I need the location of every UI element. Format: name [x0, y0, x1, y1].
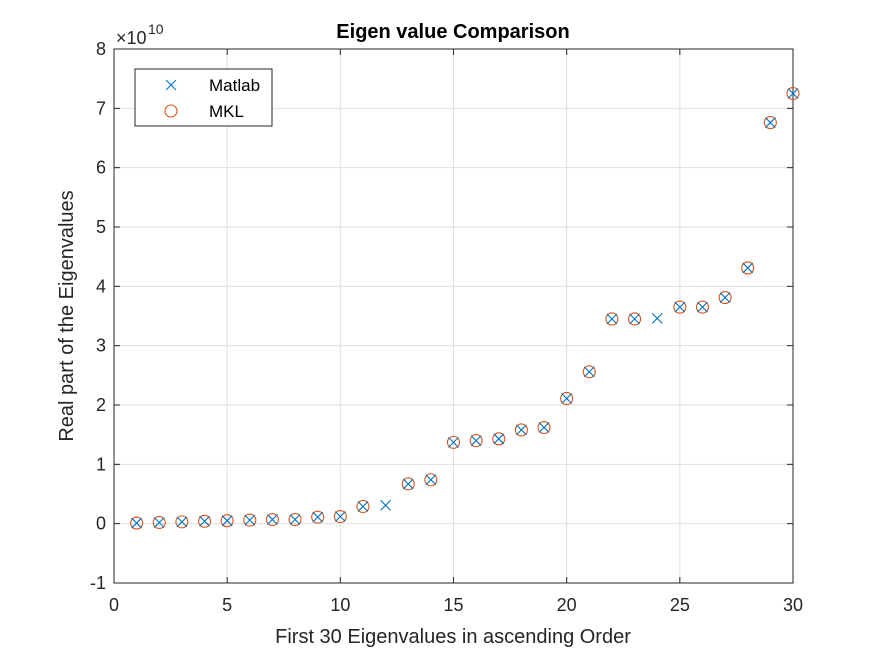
matlab-point — [493, 433, 505, 445]
matlab-point — [221, 515, 233, 527]
y-tick-label: 6 — [96, 158, 106, 178]
x-axis-label: First 30 Eigenvalues in ascending Order — [275, 626, 631, 648]
mkl-point — [763, 116, 777, 130]
y-exponent-base: ×10 — [116, 28, 147, 48]
mkl-point — [424, 473, 438, 487]
matlab-point — [516, 424, 527, 436]
matlab-point — [380, 499, 391, 511]
mkl-point — [492, 432, 506, 446]
legend-marker-mkl — [164, 104, 178, 118]
y-tick-label: -1 — [90, 573, 106, 593]
y-tick-label: 4 — [96, 276, 106, 296]
x-tick-label: 30 — [783, 595, 803, 615]
mkl-point — [311, 510, 325, 524]
mkl-point — [537, 420, 551, 435]
matlab-point — [651, 312, 663, 324]
matlab-point — [199, 515, 210, 527]
matlab-point — [425, 474, 437, 486]
matlab-point — [470, 435, 482, 446]
y-tick-label: 8 — [96, 39, 106, 59]
mkl-point — [673, 300, 687, 314]
matlab-point — [357, 501, 369, 512]
y-tick-label: 7 — [96, 98, 106, 118]
matlab-point — [787, 88, 799, 99]
y-tick-label: 3 — [96, 336, 106, 356]
mkl-point — [401, 477, 415, 491]
mkl-point — [333, 509, 347, 524]
x-tick-label: 25 — [670, 595, 690, 615]
matlab-point — [402, 478, 414, 490]
legend-box — [134, 68, 273, 127]
legend-label-matlab: Matlab — [209, 76, 260, 95]
mkl-point — [197, 514, 212, 528]
matlab-point — [176, 516, 188, 528]
legend-markers — [164, 79, 178, 118]
x-tick-label: 0 — [109, 595, 119, 615]
mkl-point — [265, 512, 279, 527]
matlab-point — [561, 393, 573, 404]
matlab-point — [312, 511, 324, 523]
mkl-point — [628, 312, 642, 326]
x-tick-label: 10 — [330, 595, 350, 615]
matlab-point — [448, 436, 459, 448]
x-tick-label: 5 — [222, 595, 232, 615]
mkl-point — [356, 499, 370, 514]
mkl-point — [446, 435, 461, 449]
mkl-point — [605, 312, 619, 326]
chart-title: Eigen value Comparison — [336, 21, 569, 43]
x-tick-label: 15 — [443, 595, 463, 615]
mkl-point — [786, 86, 800, 101]
mkl-point — [582, 365, 596, 379]
mkl-point — [220, 514, 234, 528]
mkl-point — [175, 515, 189, 529]
mkl-point — [152, 515, 166, 530]
x-tick-label: 20 — [557, 595, 577, 615]
mkl-point — [469, 434, 483, 448]
matlab-point — [697, 301, 708, 313]
mkl-point — [288, 512, 302, 527]
matlab-point — [131, 517, 143, 529]
matlab-point — [334, 511, 346, 522]
matlab-point — [606, 313, 618, 325]
matlab-point — [674, 301, 686, 313]
matlab-point — [267, 514, 278, 525]
y-exponent-power: 10 — [148, 21, 164, 37]
mkl-point — [741, 261, 755, 275]
y-tick-label: 0 — [96, 514, 106, 534]
data-markers — [130, 86, 800, 530]
mkl-point — [718, 291, 732, 305]
mkl-point — [695, 300, 710, 314]
matlab-point — [742, 262, 754, 274]
y-tick-label: 1 — [96, 454, 106, 474]
y-tick-label: 5 — [96, 217, 106, 237]
matlab-point — [244, 514, 256, 526]
y-exponent-label: ×10 10 — [116, 21, 164, 48]
matlab-point — [583, 366, 595, 378]
y-tick-label: 2 — [96, 395, 106, 415]
legend-label-mkl: MKL — [209, 102, 244, 121]
matlab-point — [719, 292, 731, 303]
matlab-point — [153, 517, 165, 528]
matlab-point — [289, 514, 301, 525]
legend: Matlab MKL — [134, 68, 273, 127]
mkl-point — [560, 391, 574, 406]
matlab-point — [538, 422, 550, 433]
y-axis-label: Real part of the Eigenvalues — [56, 190, 78, 441]
mkl-point — [243, 513, 257, 527]
matlab-point — [764, 117, 776, 128]
legend-marker-matlab — [165, 79, 177, 91]
mkl-point — [130, 516, 144, 530]
mkl-point — [514, 423, 528, 437]
matlab-point — [629, 313, 640, 325]
